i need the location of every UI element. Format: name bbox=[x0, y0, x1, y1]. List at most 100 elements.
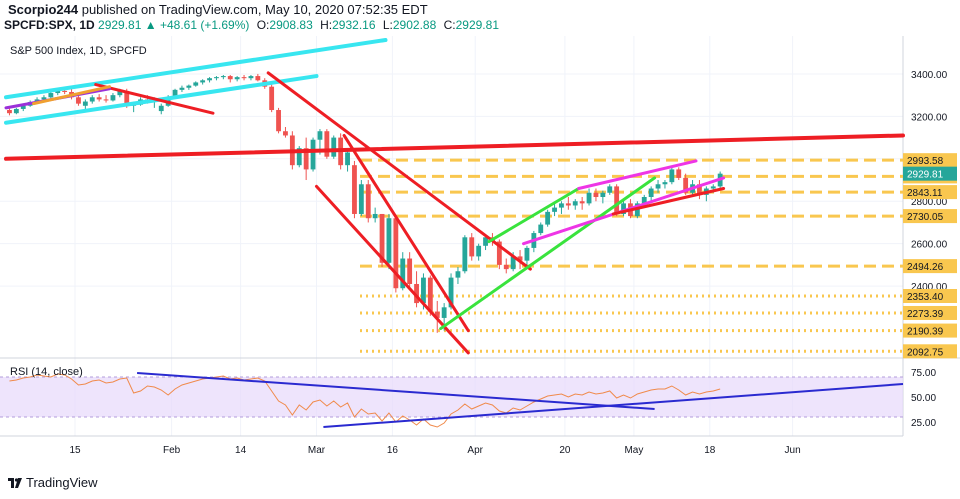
candle-body bbox=[434, 311, 440, 318]
trendline-green-channel-upper bbox=[487, 187, 581, 244]
candle-body bbox=[186, 85, 192, 88]
price-level-label: 2092.75 bbox=[907, 347, 944, 358]
trendline-cyan-channel-upper bbox=[4, 38, 388, 100]
price-level-label-box bbox=[903, 185, 957, 200]
rsi-line bbox=[9, 373, 721, 428]
x-tick-label: Feb bbox=[163, 445, 181, 456]
candle-body bbox=[379, 213, 385, 263]
candle-body bbox=[227, 76, 233, 80]
price-change: ▲ +48.61 (+1.69%) bbox=[144, 18, 250, 32]
trendline-rsi-blue-falling bbox=[137, 372, 655, 410]
candle-body bbox=[476, 245, 482, 257]
low-label: L: bbox=[382, 18, 393, 32]
candle-body bbox=[372, 213, 378, 219]
x-tick-label: May bbox=[624, 445, 643, 456]
x-tick-label: 18 bbox=[704, 445, 716, 456]
trendline-orange-band bbox=[32, 85, 111, 106]
candle-body bbox=[600, 192, 606, 197]
chart-title: S&P 500 Index, 1D, SPCFD bbox=[10, 45, 147, 57]
rsi-tick-label: 25.00 bbox=[911, 418, 936, 429]
candle-body bbox=[421, 277, 426, 304]
candle-body bbox=[621, 203, 626, 214]
candle-body bbox=[676, 169, 682, 178]
x-tick-label: 20 bbox=[559, 445, 571, 456]
price-level-label: 2843.11 bbox=[907, 188, 943, 199]
open-value: 2908.83 bbox=[269, 18, 313, 32]
candle-body bbox=[538, 224, 544, 234]
candle-body bbox=[255, 76, 261, 81]
candle-body bbox=[124, 90, 130, 106]
candle-body bbox=[324, 131, 330, 157]
trendline-green-channel-lower bbox=[439, 176, 657, 331]
price-level-label-box bbox=[903, 259, 957, 274]
candle-body bbox=[172, 89, 178, 98]
candle-body bbox=[158, 105, 164, 112]
price-level-label: 2273.39 bbox=[907, 309, 944, 320]
x-tick-label: Mar bbox=[308, 445, 326, 456]
price-level-label-box bbox=[903, 288, 957, 303]
candle-body bbox=[234, 77, 240, 80]
candle-body bbox=[427, 277, 433, 312]
candle-body bbox=[358, 184, 364, 214]
candle-body bbox=[193, 82, 199, 86]
candle-body bbox=[386, 218, 392, 263]
candle-body bbox=[710, 186, 716, 189]
y-tick-label: 2400.00 bbox=[911, 282, 948, 293]
candle-body bbox=[559, 203, 564, 208]
price-level-label-box bbox=[903, 344, 957, 359]
candle-body bbox=[117, 90, 123, 96]
candle-body bbox=[483, 237, 488, 246]
rsi-tick-label: 50.00 bbox=[911, 393, 936, 404]
tradingview-logo[interactable]: TradingView bbox=[8, 475, 98, 490]
x-tick-label: Jun bbox=[785, 445, 801, 456]
candle-body bbox=[283, 131, 288, 136]
candle-body bbox=[20, 105, 26, 109]
candle-body bbox=[579, 201, 585, 204]
candle-body bbox=[669, 169, 675, 183]
author-name[interactable]: Scorpio244 bbox=[8, 2, 79, 17]
candle-body bbox=[269, 86, 275, 111]
candle-body bbox=[179, 87, 185, 90]
candle-body bbox=[407, 258, 413, 284]
candle-body bbox=[214, 77, 219, 79]
candle-body bbox=[331, 137, 337, 157]
price-level-label: 2730.05 bbox=[907, 212, 944, 223]
x-tick-label: 14 bbox=[235, 445, 247, 456]
candle-body bbox=[517, 256, 523, 261]
x-tick-label: Apr bbox=[467, 445, 483, 456]
symbol-info: SPCFD:SPX, 1D 2929.81 ▲ +48.61 (+1.69%) … bbox=[4, 18, 499, 32]
candle-body bbox=[345, 152, 350, 166]
candle-body bbox=[76, 97, 81, 104]
candle-body bbox=[365, 184, 371, 219]
price-chart[interactable]: S&P 500 Index, 1D, SPCFD 2400.00 2600.00 28… bbox=[0, 36, 960, 466]
candle-body bbox=[572, 201, 578, 206]
candle-body bbox=[200, 80, 206, 83]
candle-body bbox=[103, 99, 109, 101]
candle-body bbox=[110, 95, 116, 101]
trendline-red-long-resistance bbox=[4, 133, 905, 161]
publish-info: Scorpio244 published on TradingView.com,… bbox=[8, 2, 428, 17]
candle-body bbox=[469, 237, 475, 257]
trendline-red-wedge-upper bbox=[266, 71, 532, 271]
candle-body bbox=[7, 110, 12, 114]
candle-body bbox=[655, 184, 661, 189]
price-level-label-box bbox=[903, 153, 957, 168]
trendline-red-lower-2 bbox=[342, 133, 470, 333]
candle-body bbox=[296, 148, 302, 166]
candle-body bbox=[524, 247, 530, 261]
candle-body bbox=[683, 177, 689, 193]
high-value: 2932.16 bbox=[332, 18, 376, 32]
candle-body bbox=[414, 283, 419, 304]
price-level-label-box bbox=[903, 209, 957, 224]
candle-body bbox=[89, 97, 95, 102]
candle-body bbox=[48, 93, 54, 98]
candle-body bbox=[462, 237, 468, 272]
candle-body bbox=[393, 218, 399, 289]
rsi-tick-label: 75.00 bbox=[911, 368, 936, 379]
candle-body bbox=[593, 192, 599, 197]
price-level-label-box bbox=[903, 323, 957, 338]
candle-body bbox=[614, 186, 620, 214]
y-tick-label: 3400.00 bbox=[911, 70, 948, 81]
candle-body bbox=[96, 97, 102, 100]
y-tick-label: 2800.00 bbox=[911, 197, 948, 208]
